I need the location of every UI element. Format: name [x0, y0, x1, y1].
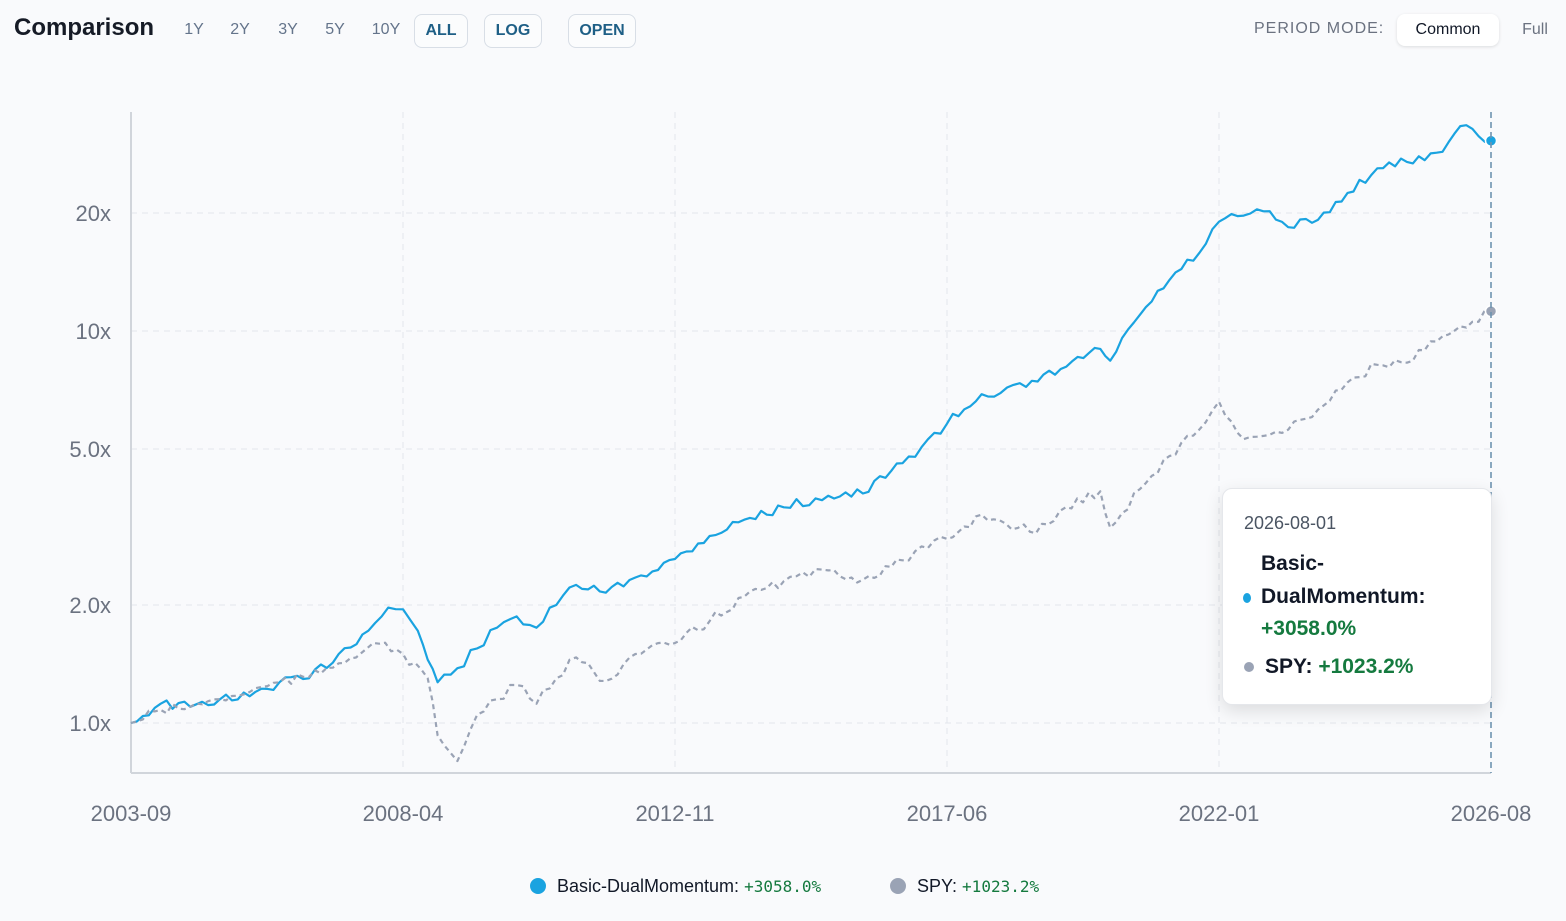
tooltip-series2-label: SPY:	[1265, 655, 1313, 678]
range-1y-button[interactable]: 1Y	[184, 21, 204, 38]
period-mode-full-button[interactable]: Full	[1522, 21, 1548, 38]
range-3y-button[interactable]: 3Y	[278, 21, 298, 38]
chart-title: Comparison	[14, 14, 155, 41]
hover-tooltip: 2026-08-01 Basic- DualMomentum: +3058.0%…	[1222, 488, 1492, 705]
axes	[130, 112, 1491, 774]
x-tick-label: 2008-04	[363, 801, 444, 826]
tooltip-series2-row: SPY: +1023.2%	[1265, 651, 1413, 683]
y-tick-label: 10x	[76, 319, 111, 344]
range-10y-button[interactable]: 10Y	[371, 21, 401, 38]
x-tick-label: 2022-01	[1179, 801, 1260, 826]
legend-value-spy: +1023.2%	[962, 877, 1040, 896]
series-line-basic-dualmomentum	[130, 124, 1492, 725]
legend-item-basic-dualmomentum[interactable]: Basic-DualMomentum: +3058.0%	[530, 874, 821, 898]
y-tick-label: 2.0x	[69, 593, 111, 618]
y-tick-label: 5.0x	[69, 437, 111, 462]
tooltip-date: 2026-08-01	[1244, 513, 1337, 533]
range-all-button[interactable]: ALL	[414, 14, 468, 48]
legend-item-spy[interactable]: SPY: +1023.2%	[890, 874, 1039, 898]
legend-label-spy: SPY:	[917, 876, 958, 896]
period-mode-label: PERIOD MODE:	[1254, 20, 1385, 37]
range-5y-button[interactable]: 5Y	[325, 21, 345, 38]
tooltip-series1-label-cont: DualMomentum:	[1261, 585, 1426, 608]
y-tick-label: 20x	[76, 201, 111, 226]
tooltip-series1-dot	[1243, 593, 1251, 603]
log-scale-toggle[interactable]: LOG	[484, 14, 542, 48]
legend-label-basic-dualmomentum: Basic-DualMomentum:	[557, 876, 740, 896]
series-lines	[130, 124, 1498, 763]
chart-toolbar: Comparison 1Y 2Y 3Y 5Y 10Y ALL LOG OPEN …	[0, 0, 1566, 60]
tooltip-series1-label: Basic-	[1261, 552, 1325, 575]
open-button[interactable]: OPEN	[568, 14, 636, 48]
x-tick-label: 2003-09	[91, 801, 172, 826]
legend-value-basic-dualmomentum: +3058.0%	[744, 877, 822, 896]
legend-dot-spy	[890, 878, 906, 894]
period-mode-common-button[interactable]: Common	[1397, 14, 1499, 46]
range-2y-button[interactable]: 2Y	[230, 21, 250, 38]
axis-tick-labels: 1.0x 2.0x 5.0x 10x 20x 2003-09 2008-04 2012-11 2…	[69, 201, 1531, 826]
legend-dot-basic-dualmomentum	[530, 878, 546, 894]
y-tick-label: 1.0x	[69, 711, 111, 736]
tooltip-series2-dot	[1244, 662, 1254, 672]
tooltip-series1-value: +3058.0%	[1261, 617, 1357, 640]
tooltip-series2-value: +1023.2%	[1318, 655, 1414, 678]
x-tick-label: 2026-08	[1451, 801, 1532, 826]
x-tick-label: 2017-06	[907, 801, 988, 826]
x-tick-label: 2012-11	[635, 801, 714, 826]
series-line-spy	[130, 309, 1492, 763]
comparison-chart[interactable]: 1.0x 2.0x 5.0x 10x 20x 2003-09 2008-04 2012-11 2…	[0, 0, 1566, 870]
